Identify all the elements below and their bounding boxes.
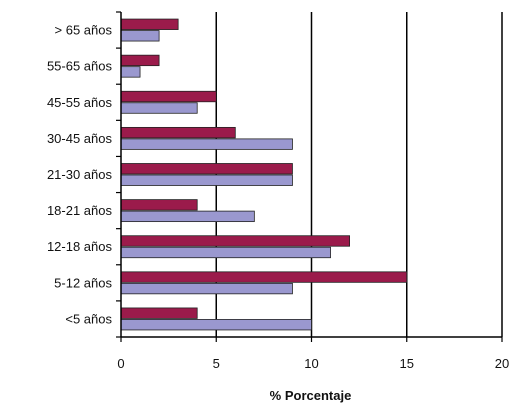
category-label: 21-30 años xyxy=(47,167,113,182)
category-label: 12-18 años xyxy=(47,239,113,254)
bar-series-1 xyxy=(120,307,198,319)
bar-series-1 xyxy=(120,163,293,175)
x-tick-label: 10 xyxy=(304,356,318,371)
bar-series-2 xyxy=(120,102,198,114)
category-label: 30-45 años xyxy=(47,131,113,146)
bar-series-1 xyxy=(120,18,179,30)
category-label: 5-12 años xyxy=(54,275,112,290)
axes xyxy=(116,11,503,342)
bar-series-1 xyxy=(120,126,236,139)
bar-series-1 xyxy=(120,90,217,103)
category-label: > 65 años xyxy=(55,23,113,38)
bar-series-1 xyxy=(120,54,160,67)
gridlines xyxy=(215,12,503,337)
bar-series-2 xyxy=(120,210,255,223)
x-tick-label: 15 xyxy=(400,356,414,371)
tick-labels: 0 5 10 15 20 xyxy=(117,356,509,371)
bar-series-2 xyxy=(120,66,141,78)
bar-series-2 xyxy=(120,138,293,150)
bar-series-2 xyxy=(120,282,293,295)
bar-series-1 xyxy=(120,271,408,283)
category-labels: > 65 años 55-65 años 45-55 años 30-45 años 2… xyxy=(47,23,113,327)
x-tick-label: 0 xyxy=(117,356,124,371)
category-label: <5 años xyxy=(65,311,112,326)
bars xyxy=(120,18,408,331)
bar-series-2 xyxy=(120,30,160,42)
bar-series-2 xyxy=(120,246,331,259)
category-label: 18-21 años xyxy=(47,203,113,218)
x-tick-label: 5 xyxy=(213,356,220,371)
bar-series-2 xyxy=(120,174,293,186)
bar-series-1 xyxy=(120,199,198,211)
x-axis-label: % Porcentaje xyxy=(270,388,352,403)
bar-series-2 xyxy=(120,319,312,331)
bar-series-1 xyxy=(120,235,351,247)
category-label: 55-65 años xyxy=(47,59,113,74)
category-label: 45-55 años xyxy=(47,95,113,110)
x-tick-label: 20 xyxy=(495,356,509,371)
